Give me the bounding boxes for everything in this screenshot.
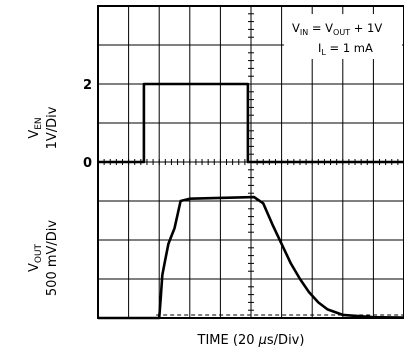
annotation-background: [284, 14, 402, 59]
ven-label-text: VEN: [27, 117, 44, 138]
vout-trace: [98, 195, 404, 320]
il-condition-text: IL = 1 mA: [318, 41, 373, 57]
plot-area: [97, 5, 404, 320]
vout-label-text: VOUT: [27, 243, 44, 272]
ven-tick-label: 0: [83, 156, 92, 171]
vout-channel-label: VOUT 500 mV/Div: [27, 220, 60, 297]
vout-scale-text: 500 mV/Div: [45, 220, 60, 297]
vin-condition-text: VIN = VOUT + 1V: [292, 21, 382, 37]
ven-scale-text: 1V/Div: [45, 106, 60, 149]
ven-tick-labels: 20: [83, 78, 92, 171]
x-axis-label: TIME (20 μs/Div): [197, 333, 305, 348]
ven-trace: [98, 82, 404, 164]
ven-channel-label: VEN 1V/Div: [27, 106, 60, 149]
conditions-annotation: VIN = VOUT + 1V IL = 1 mA: [284, 14, 402, 59]
ven-tick-label: 2: [83, 78, 92, 93]
